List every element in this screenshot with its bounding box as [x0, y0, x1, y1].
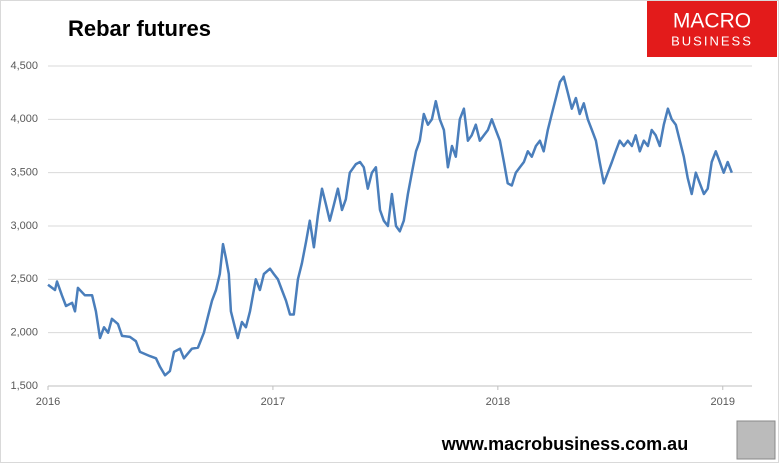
x-tick-label: 2018: [486, 396, 510, 408]
footer: www.macrobusiness.com.au: [441, 434, 688, 454]
y-tick-label: 3,500: [10, 167, 38, 179]
y-tick-label: 1,500: [10, 380, 38, 392]
y-tick-label: 2,500: [10, 273, 38, 285]
logo-icon: [736, 420, 776, 460]
data-line: [47, 75, 733, 377]
x-tick-label: 2017: [261, 396, 285, 408]
x-tick-label: 2016: [36, 396, 60, 408]
y-tick-label: 4,000: [10, 113, 38, 125]
x-tick-label: 2019: [711, 396, 735, 408]
brand-line: MACRO: [673, 10, 751, 33]
brand-line: BUSINESS: [671, 33, 753, 48]
y-tick-label: 4,500: [10, 60, 38, 72]
brand-box: [647, 1, 777, 57]
chart-title: Rebar futures: [68, 16, 211, 41]
y-tick-label: 3,000: [10, 220, 38, 232]
y-tick-label: 2,000: [10, 327, 38, 339]
